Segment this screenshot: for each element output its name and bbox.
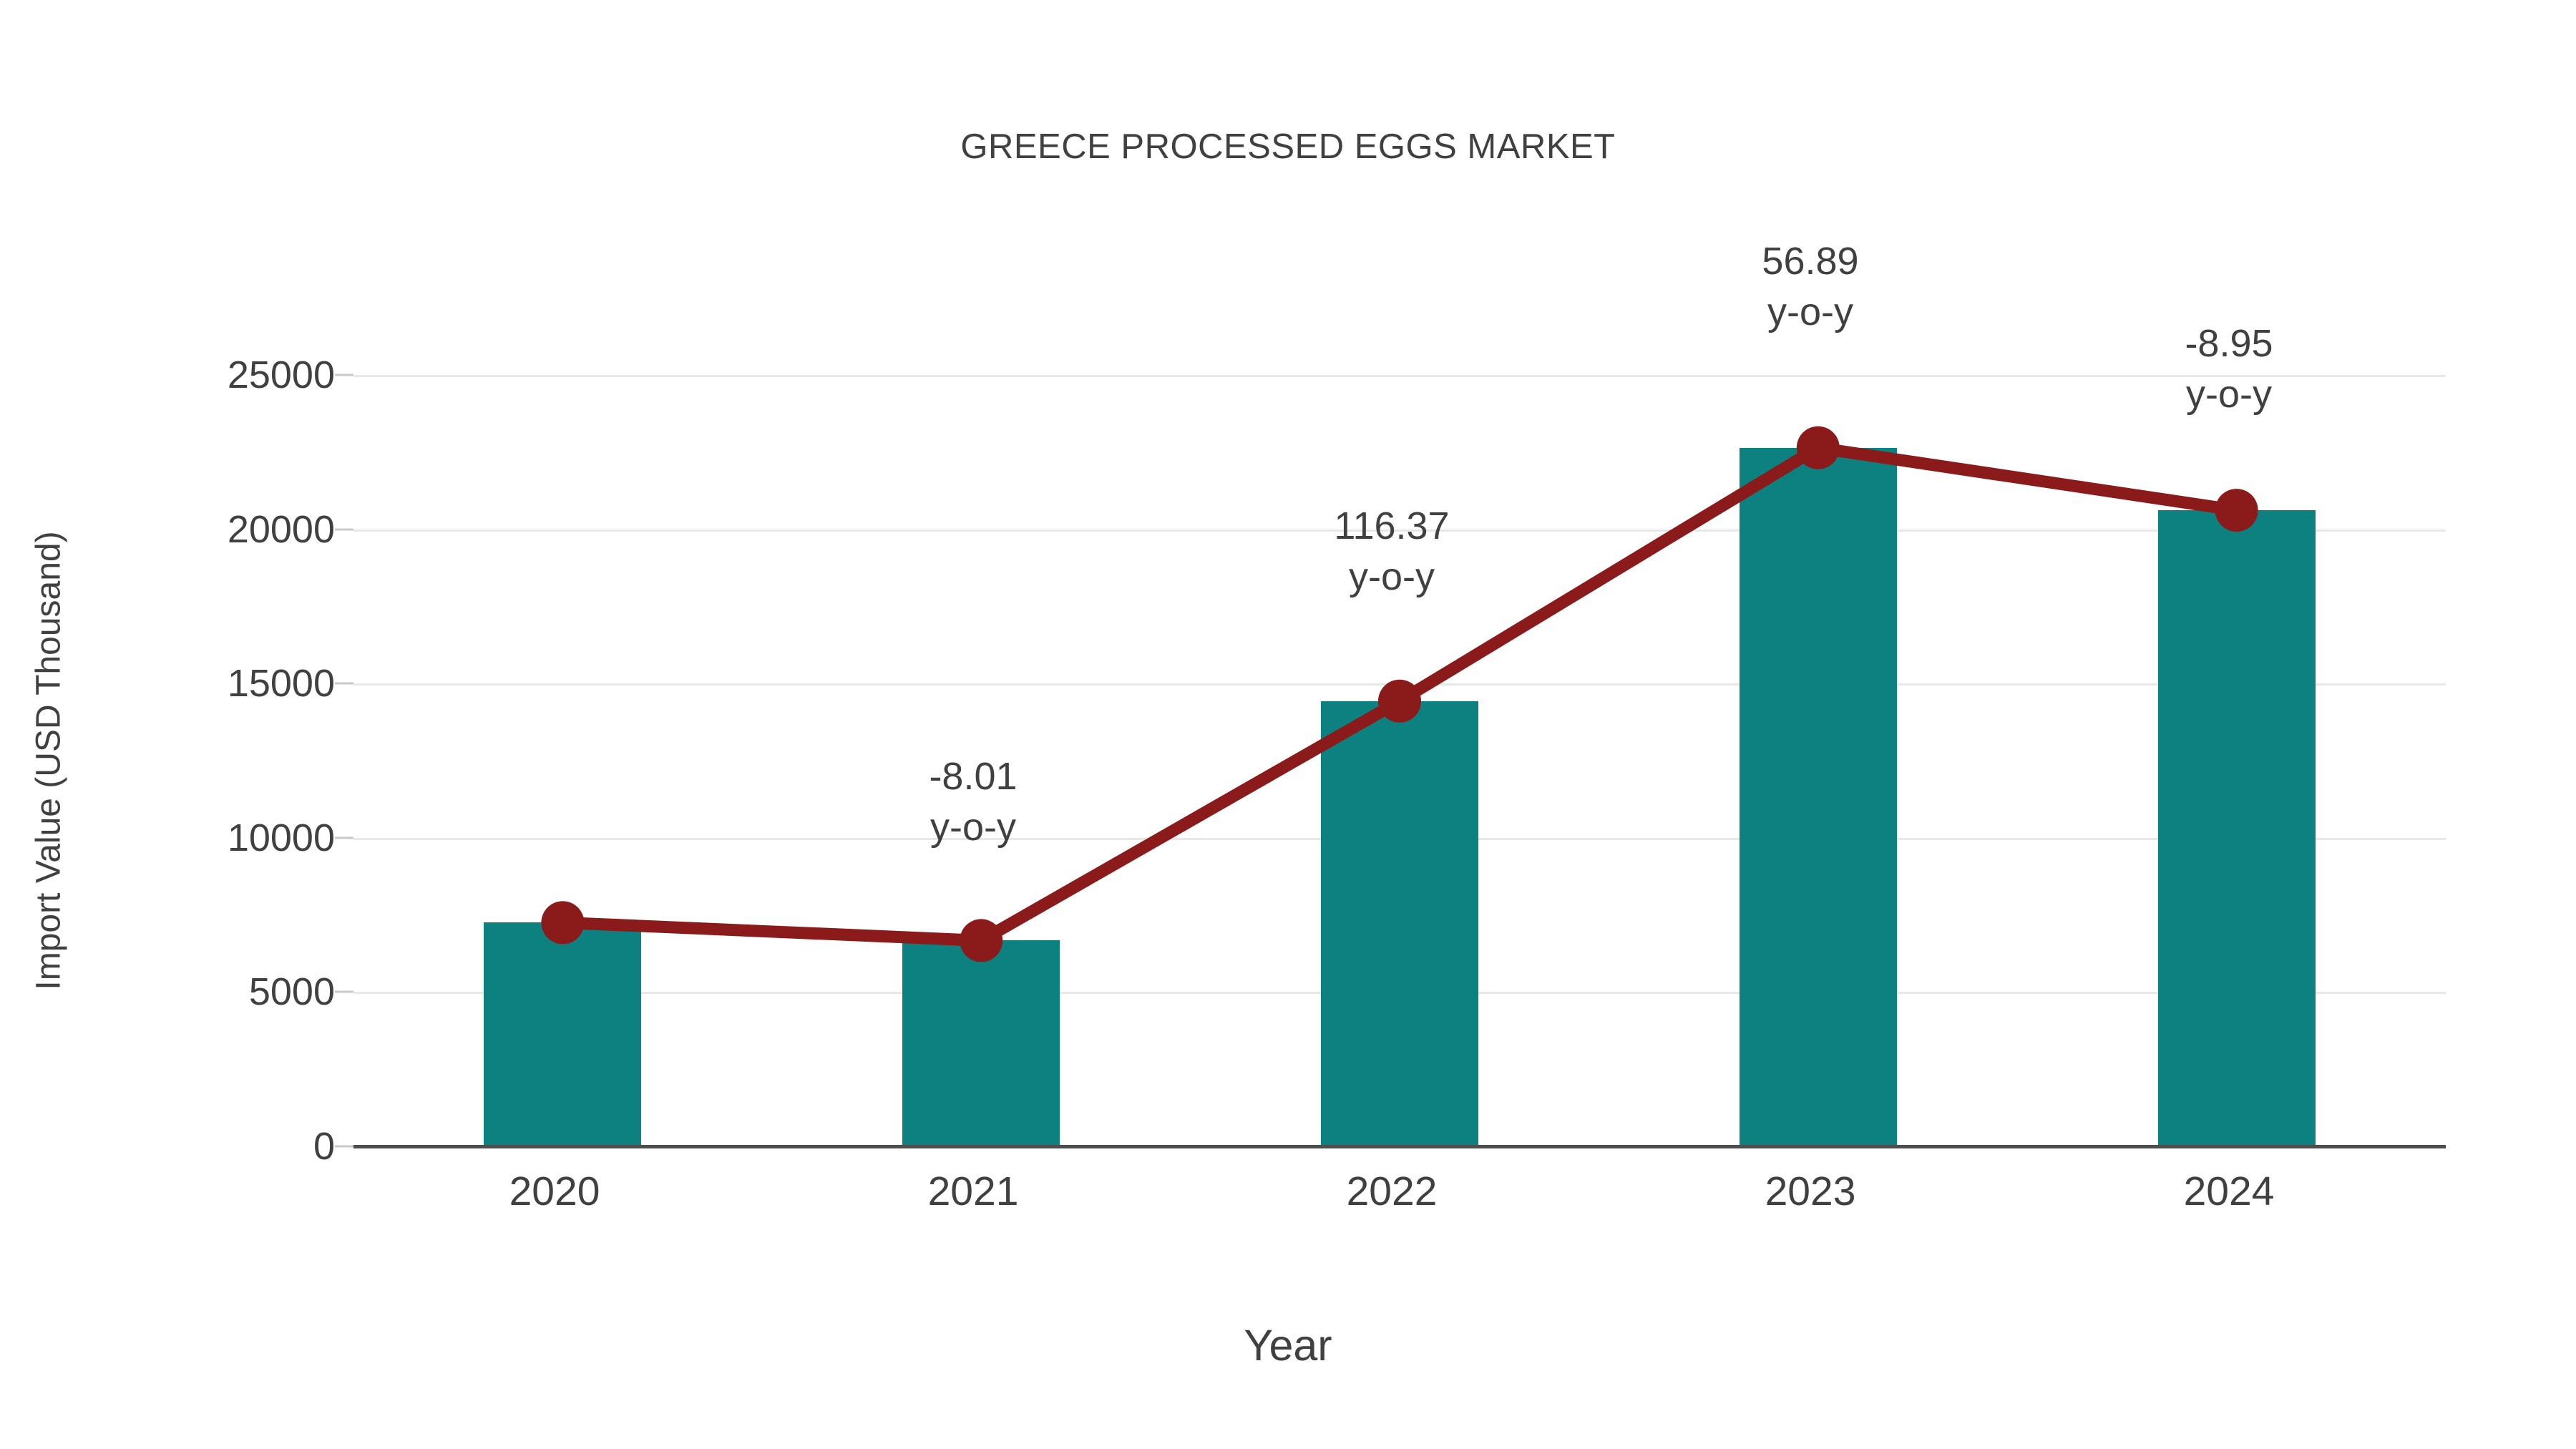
trend-marker-2021[interactable]	[960, 919, 1003, 962]
gridline-20000	[353, 530, 2446, 532]
bar-2023[interactable]	[1739, 447, 1897, 1146]
annotation-2023-suffix: y-o-y	[1767, 291, 1853, 334]
bar-2024[interactable]	[2157, 510, 2316, 1146]
annotation-2024-suffix: y-o-y	[2186, 373, 2272, 416]
trend-line-layer	[541, 426, 2258, 962]
y-axis-title-container: Import Value (USD Thousand)	[27, 375, 70, 1146]
annotation-2022-value: 116.37	[1334, 504, 1450, 547]
y-tick-label-5000: 5000	[248, 970, 335, 1013]
annotation-2024-value: -8.95	[2185, 322, 2273, 365]
bar-2022[interactable]	[1321, 701, 1478, 1146]
x-axis-line	[353, 1145, 2446, 1148]
y-tick-label-0: 0	[313, 1125, 335, 1168]
y-tick-label-10000: 10000	[227, 816, 335, 859]
y-tick-mark-0	[335, 1145, 353, 1148]
x-tick-label-2024: 2024	[2183, 1169, 2275, 1214]
annotation-2022-suffix: y-o-y	[1349, 555, 1435, 599]
bar-2020[interactable]	[484, 922, 642, 1146]
annotation-2022: 116.37 y-o-y	[1334, 501, 1449, 603]
trend-marker-2020[interactable]	[541, 901, 585, 945]
annotation-2021-suffix: y-o-y	[930, 806, 1016, 849]
trend-marker-2022[interactable]	[1378, 679, 1421, 723]
y-tick-mark-25000	[335, 374, 353, 376]
chart-title: GREECE PROCESSED EGGS MARKET	[960, 127, 1616, 166]
annotation-2021-value: -8.01	[929, 755, 1018, 798]
annotation-2024: -8.95 y-o-y	[2185, 318, 2273, 421]
annotation-2021: -8.01 y-o-y	[929, 751, 1017, 854]
x-tick-label-2023: 2023	[1765, 1169, 1856, 1214]
y-tick-label-20000: 20000	[227, 508, 335, 551]
trend-marker-2023[interactable]	[1796, 426, 1840, 469]
x-tick-label-2022: 2022	[1346, 1169, 1438, 1214]
y-tick-mark-20000	[335, 528, 353, 531]
plot-area	[353, 375, 2446, 1146]
y-tick-mark-10000	[335, 836, 353, 839]
x-tick-label-2021: 2021	[927, 1169, 1019, 1214]
y-tick-label-25000: 25000	[227, 353, 335, 396]
y-tick-mark-5000	[335, 990, 353, 993]
trend-marker-2024[interactable]	[2215, 489, 2258, 532]
y-tick-label-15000: 15000	[227, 662, 335, 705]
gridline-25000	[353, 375, 2446, 377]
y-tick-mark-15000	[335, 682, 353, 685]
bar-2021[interactable]	[902, 940, 1060, 1146]
x-tick-label-2020: 2020	[509, 1169, 600, 1214]
x-axis-title: Year	[1244, 1321, 1332, 1370]
trend-markers[interactable]	[541, 426, 2258, 962]
annotation-2023-value: 56.89	[1762, 240, 1859, 283]
y-axis-title: Import Value (USD Thousand)	[29, 531, 68, 990]
annotation-2023: 56.89 y-o-y	[1762, 236, 1858, 338]
